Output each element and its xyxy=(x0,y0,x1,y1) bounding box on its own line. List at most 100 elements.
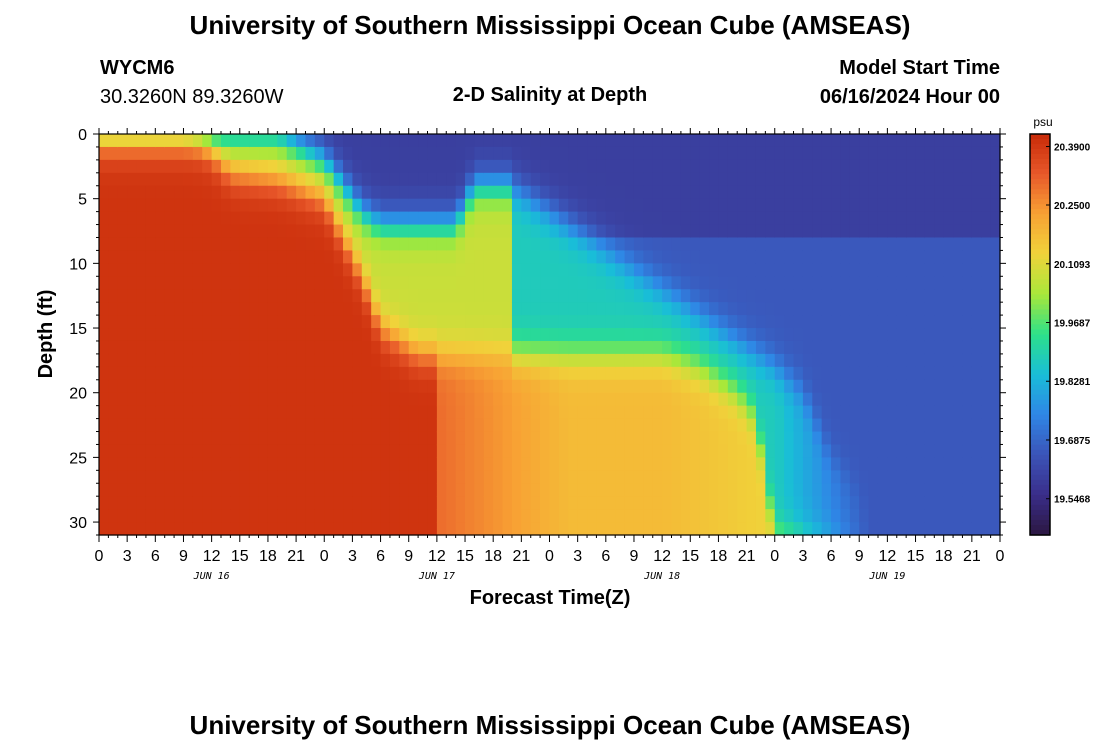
heatmap-cell xyxy=(502,276,513,290)
heatmap-cell xyxy=(136,444,147,458)
heatmap-cell xyxy=(577,224,588,239)
heatmap-cell xyxy=(840,340,851,355)
heatmap-cell xyxy=(258,237,269,252)
heatmap-cell xyxy=(755,392,766,407)
heatmap-cell xyxy=(183,315,194,329)
heatmap-cell xyxy=(671,418,682,433)
heatmap-cell xyxy=(821,483,832,497)
heatmap-cell xyxy=(587,250,598,264)
heatmap-cell xyxy=(455,405,466,420)
heatmap-cell xyxy=(446,457,457,471)
heatmap-cell xyxy=(436,418,447,433)
heatmap-cell xyxy=(643,405,654,420)
heatmap-cell xyxy=(418,146,429,161)
heatmap-cell xyxy=(680,289,691,303)
x-axis-ticks: 0 3 6 9 12 15 18 21 0 3 6 9 12 15 18 21 0 3 6 9 12 15 18 21 0 3 6 9… xyxy=(95,128,1005,582)
heatmap-cell xyxy=(877,289,888,303)
heatmap-cell xyxy=(680,224,691,239)
heatmap-cell xyxy=(727,198,738,213)
heatmap-cell xyxy=(436,159,447,174)
heatmap-cell xyxy=(568,392,579,407)
heatmap-cell xyxy=(145,431,156,446)
heatmap-cell xyxy=(446,405,457,420)
heatmap-cell xyxy=(971,146,982,161)
heatmap-cell xyxy=(962,302,973,316)
heatmap-cell xyxy=(221,444,231,458)
heatmap-cell xyxy=(549,392,560,407)
heatmap-cell xyxy=(558,522,569,536)
heatmap-cell xyxy=(812,276,823,290)
heatmap-cell xyxy=(765,315,776,329)
heatmap-cell xyxy=(117,431,128,446)
heatmap-cell xyxy=(408,496,419,510)
heatmap-cell xyxy=(680,211,691,226)
colorbar-segment xyxy=(1030,319,1050,326)
heatmap-cell xyxy=(887,198,898,213)
heatmap-cell xyxy=(652,328,663,342)
heatmap-cell xyxy=(333,146,344,161)
heatmap-cell xyxy=(652,522,663,536)
heatmap-cell xyxy=(962,185,973,200)
heatmap-cell xyxy=(455,250,466,264)
heatmap-cell xyxy=(549,185,560,200)
heatmap-cell xyxy=(436,289,447,303)
heatmap-cell xyxy=(568,457,579,471)
heatmap-cell xyxy=(474,418,485,433)
heatmap-cell xyxy=(877,366,888,381)
heatmap-cell xyxy=(389,457,400,471)
heatmap-cell xyxy=(652,457,663,471)
heatmap-cell xyxy=(596,159,607,174)
heatmap-cell xyxy=(418,470,429,484)
heatmap-cell xyxy=(887,250,898,264)
heatmap-cell xyxy=(765,263,776,277)
heatmap-cell xyxy=(746,431,757,446)
heatmap-cell xyxy=(343,366,354,381)
heatmap-cell xyxy=(896,172,907,187)
heatmap-cell xyxy=(990,522,1001,536)
heatmap-cell xyxy=(896,276,907,290)
heatmap-cell xyxy=(239,211,250,226)
heatmap-cell xyxy=(793,289,804,303)
heatmap-cell xyxy=(990,289,1001,303)
heatmap-cell xyxy=(99,509,109,523)
heatmap-cell xyxy=(418,237,429,252)
heatmap-cell xyxy=(784,198,795,213)
heatmap-cell xyxy=(427,159,438,174)
heatmap-cell xyxy=(164,172,175,187)
heatmap-cell xyxy=(718,522,729,536)
heatmap-cell xyxy=(596,263,607,277)
colorbar-tick-label: 19.8281 xyxy=(1054,377,1091,388)
heatmap-cell xyxy=(587,185,598,200)
heatmap-cell xyxy=(680,146,691,161)
heatmap-cell xyxy=(943,470,954,484)
heatmap-cell xyxy=(709,134,720,148)
heatmap-cell xyxy=(314,134,325,148)
heatmap-cell xyxy=(924,211,935,226)
heatmap-cell xyxy=(108,379,119,394)
heatmap-cell xyxy=(587,431,598,446)
heatmap-cell xyxy=(624,470,635,484)
heatmap-cell xyxy=(399,198,410,213)
heatmap-cell xyxy=(277,405,288,420)
heatmap-cell xyxy=(549,315,560,329)
heatmap-cell xyxy=(793,198,804,213)
heatmap-cell xyxy=(549,134,560,148)
heatmap-cell xyxy=(558,250,569,264)
heatmap-cell xyxy=(962,276,973,290)
heatmap-cell xyxy=(568,237,579,252)
heatmap-cell xyxy=(840,237,851,252)
heatmap-cell xyxy=(296,418,307,433)
heatmap-cell xyxy=(502,146,513,161)
heatmap-cell xyxy=(389,392,400,407)
heatmap-cell xyxy=(230,431,241,446)
heatmap-cell xyxy=(624,405,635,420)
heatmap-cell xyxy=(352,237,363,252)
heatmap-cell xyxy=(427,263,438,277)
heatmap-cell xyxy=(211,366,222,381)
heatmap-cell xyxy=(605,340,616,355)
heatmap-cell xyxy=(155,509,166,523)
heatmap-cell xyxy=(821,159,832,174)
heatmap-cell xyxy=(202,379,213,394)
heatmap-cell xyxy=(249,353,260,368)
heatmap-cell xyxy=(389,211,400,226)
